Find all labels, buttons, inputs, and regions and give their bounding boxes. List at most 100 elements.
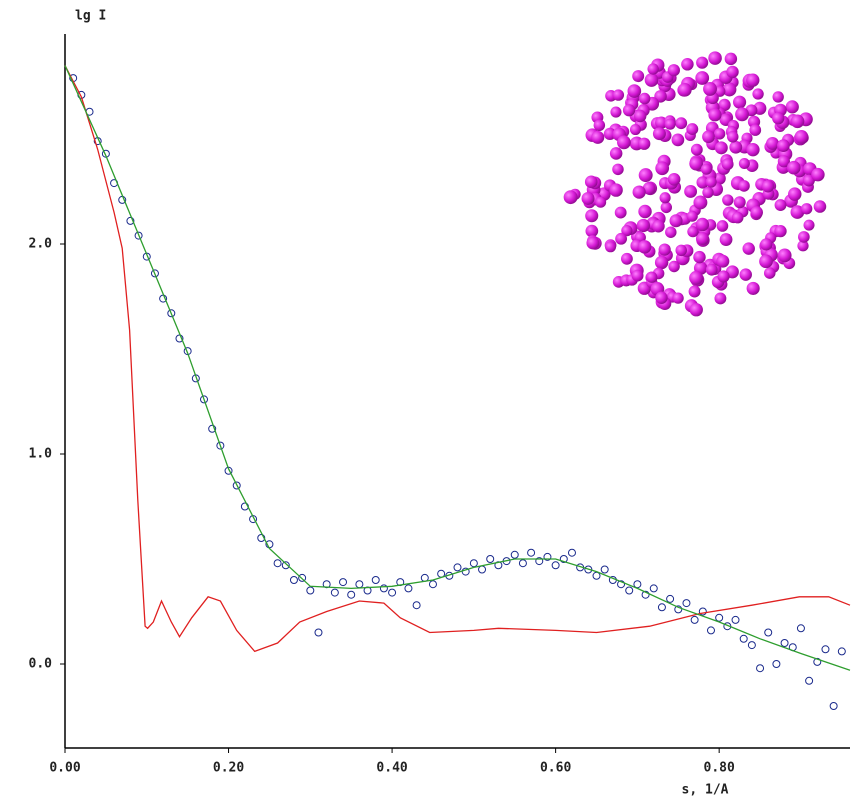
bead <box>714 292 727 305</box>
curve <box>64 65 851 653</box>
bead <box>664 118 676 130</box>
bead <box>703 81 717 96</box>
bead <box>689 303 703 317</box>
bead <box>584 175 598 189</box>
data-point <box>764 628 773 637</box>
data-point <box>641 590 650 599</box>
data-point <box>289 576 298 584</box>
bead <box>609 147 623 160</box>
bead <box>696 176 709 189</box>
bead <box>677 82 692 97</box>
bead <box>612 163 624 176</box>
bead <box>622 104 636 117</box>
bead <box>638 92 651 105</box>
bead <box>777 155 790 168</box>
bead <box>631 269 644 282</box>
data-point <box>404 584 413 593</box>
data-point <box>543 552 552 561</box>
bead <box>735 107 749 122</box>
bead <box>752 88 764 100</box>
bead <box>772 91 784 103</box>
bead <box>632 70 645 83</box>
bead <box>609 183 623 197</box>
bead <box>689 156 703 171</box>
data-point <box>805 676 814 685</box>
data-point <box>706 626 715 635</box>
bead <box>813 200 827 213</box>
bead <box>772 112 785 125</box>
bead <box>749 124 762 136</box>
bead <box>585 224 599 238</box>
bead <box>684 185 698 198</box>
bead <box>675 117 688 130</box>
bead <box>705 176 717 188</box>
bead <box>688 285 701 298</box>
data-point <box>690 615 699 624</box>
bead <box>802 174 815 187</box>
bead-model <box>563 51 827 317</box>
data-point <box>469 559 478 568</box>
bead <box>702 186 714 199</box>
bead <box>655 161 670 176</box>
bead <box>716 254 730 268</box>
bead <box>790 114 805 129</box>
bead <box>686 210 698 222</box>
y-tick-label: 1.0 <box>29 447 53 462</box>
bead <box>729 140 743 154</box>
bead <box>724 52 738 66</box>
data-point <box>486 555 495 563</box>
x-tick-label: 0.40 <box>376 761 407 776</box>
data-point <box>453 563 462 572</box>
bead <box>581 191 595 205</box>
bead <box>700 163 712 175</box>
bead <box>667 172 681 186</box>
bead <box>687 226 699 238</box>
bead <box>798 231 810 243</box>
bead <box>646 271 658 283</box>
data-point <box>559 555 568 563</box>
data-point <box>527 548 536 557</box>
data-point <box>412 601 421 610</box>
bead <box>759 254 773 269</box>
data-point <box>298 573 307 582</box>
bead <box>774 199 787 211</box>
bead <box>621 225 633 237</box>
data-point <box>339 578 348 587</box>
bead <box>742 242 755 255</box>
bead <box>629 123 641 136</box>
data-point <box>731 615 740 624</box>
bead <box>722 82 737 97</box>
data-point <box>330 588 339 597</box>
bead <box>733 95 747 109</box>
bead <box>785 100 799 114</box>
bead <box>636 218 650 233</box>
data-point <box>625 586 634 595</box>
bead <box>610 106 622 118</box>
data-point <box>567 548 576 557</box>
data-point <box>813 657 822 666</box>
bead <box>702 130 715 144</box>
bead <box>563 190 578 205</box>
data-point <box>821 645 830 654</box>
data-point <box>756 664 765 673</box>
data-point <box>200 395 209 404</box>
bead <box>652 219 665 233</box>
bead <box>672 292 684 304</box>
data-point <box>518 559 527 568</box>
bead <box>738 180 750 192</box>
bead <box>788 187 802 201</box>
bead <box>790 205 805 219</box>
bead <box>746 143 760 157</box>
data-point <box>674 605 683 614</box>
bead <box>764 267 776 279</box>
bead <box>633 109 647 123</box>
bead <box>586 236 600 250</box>
x-tick-label: 0.60 <box>540 761 571 776</box>
bead <box>615 232 628 245</box>
data-point <box>126 216 135 225</box>
bead <box>739 268 752 281</box>
bead <box>591 130 605 144</box>
bead <box>777 248 792 263</box>
curve <box>64 65 851 671</box>
